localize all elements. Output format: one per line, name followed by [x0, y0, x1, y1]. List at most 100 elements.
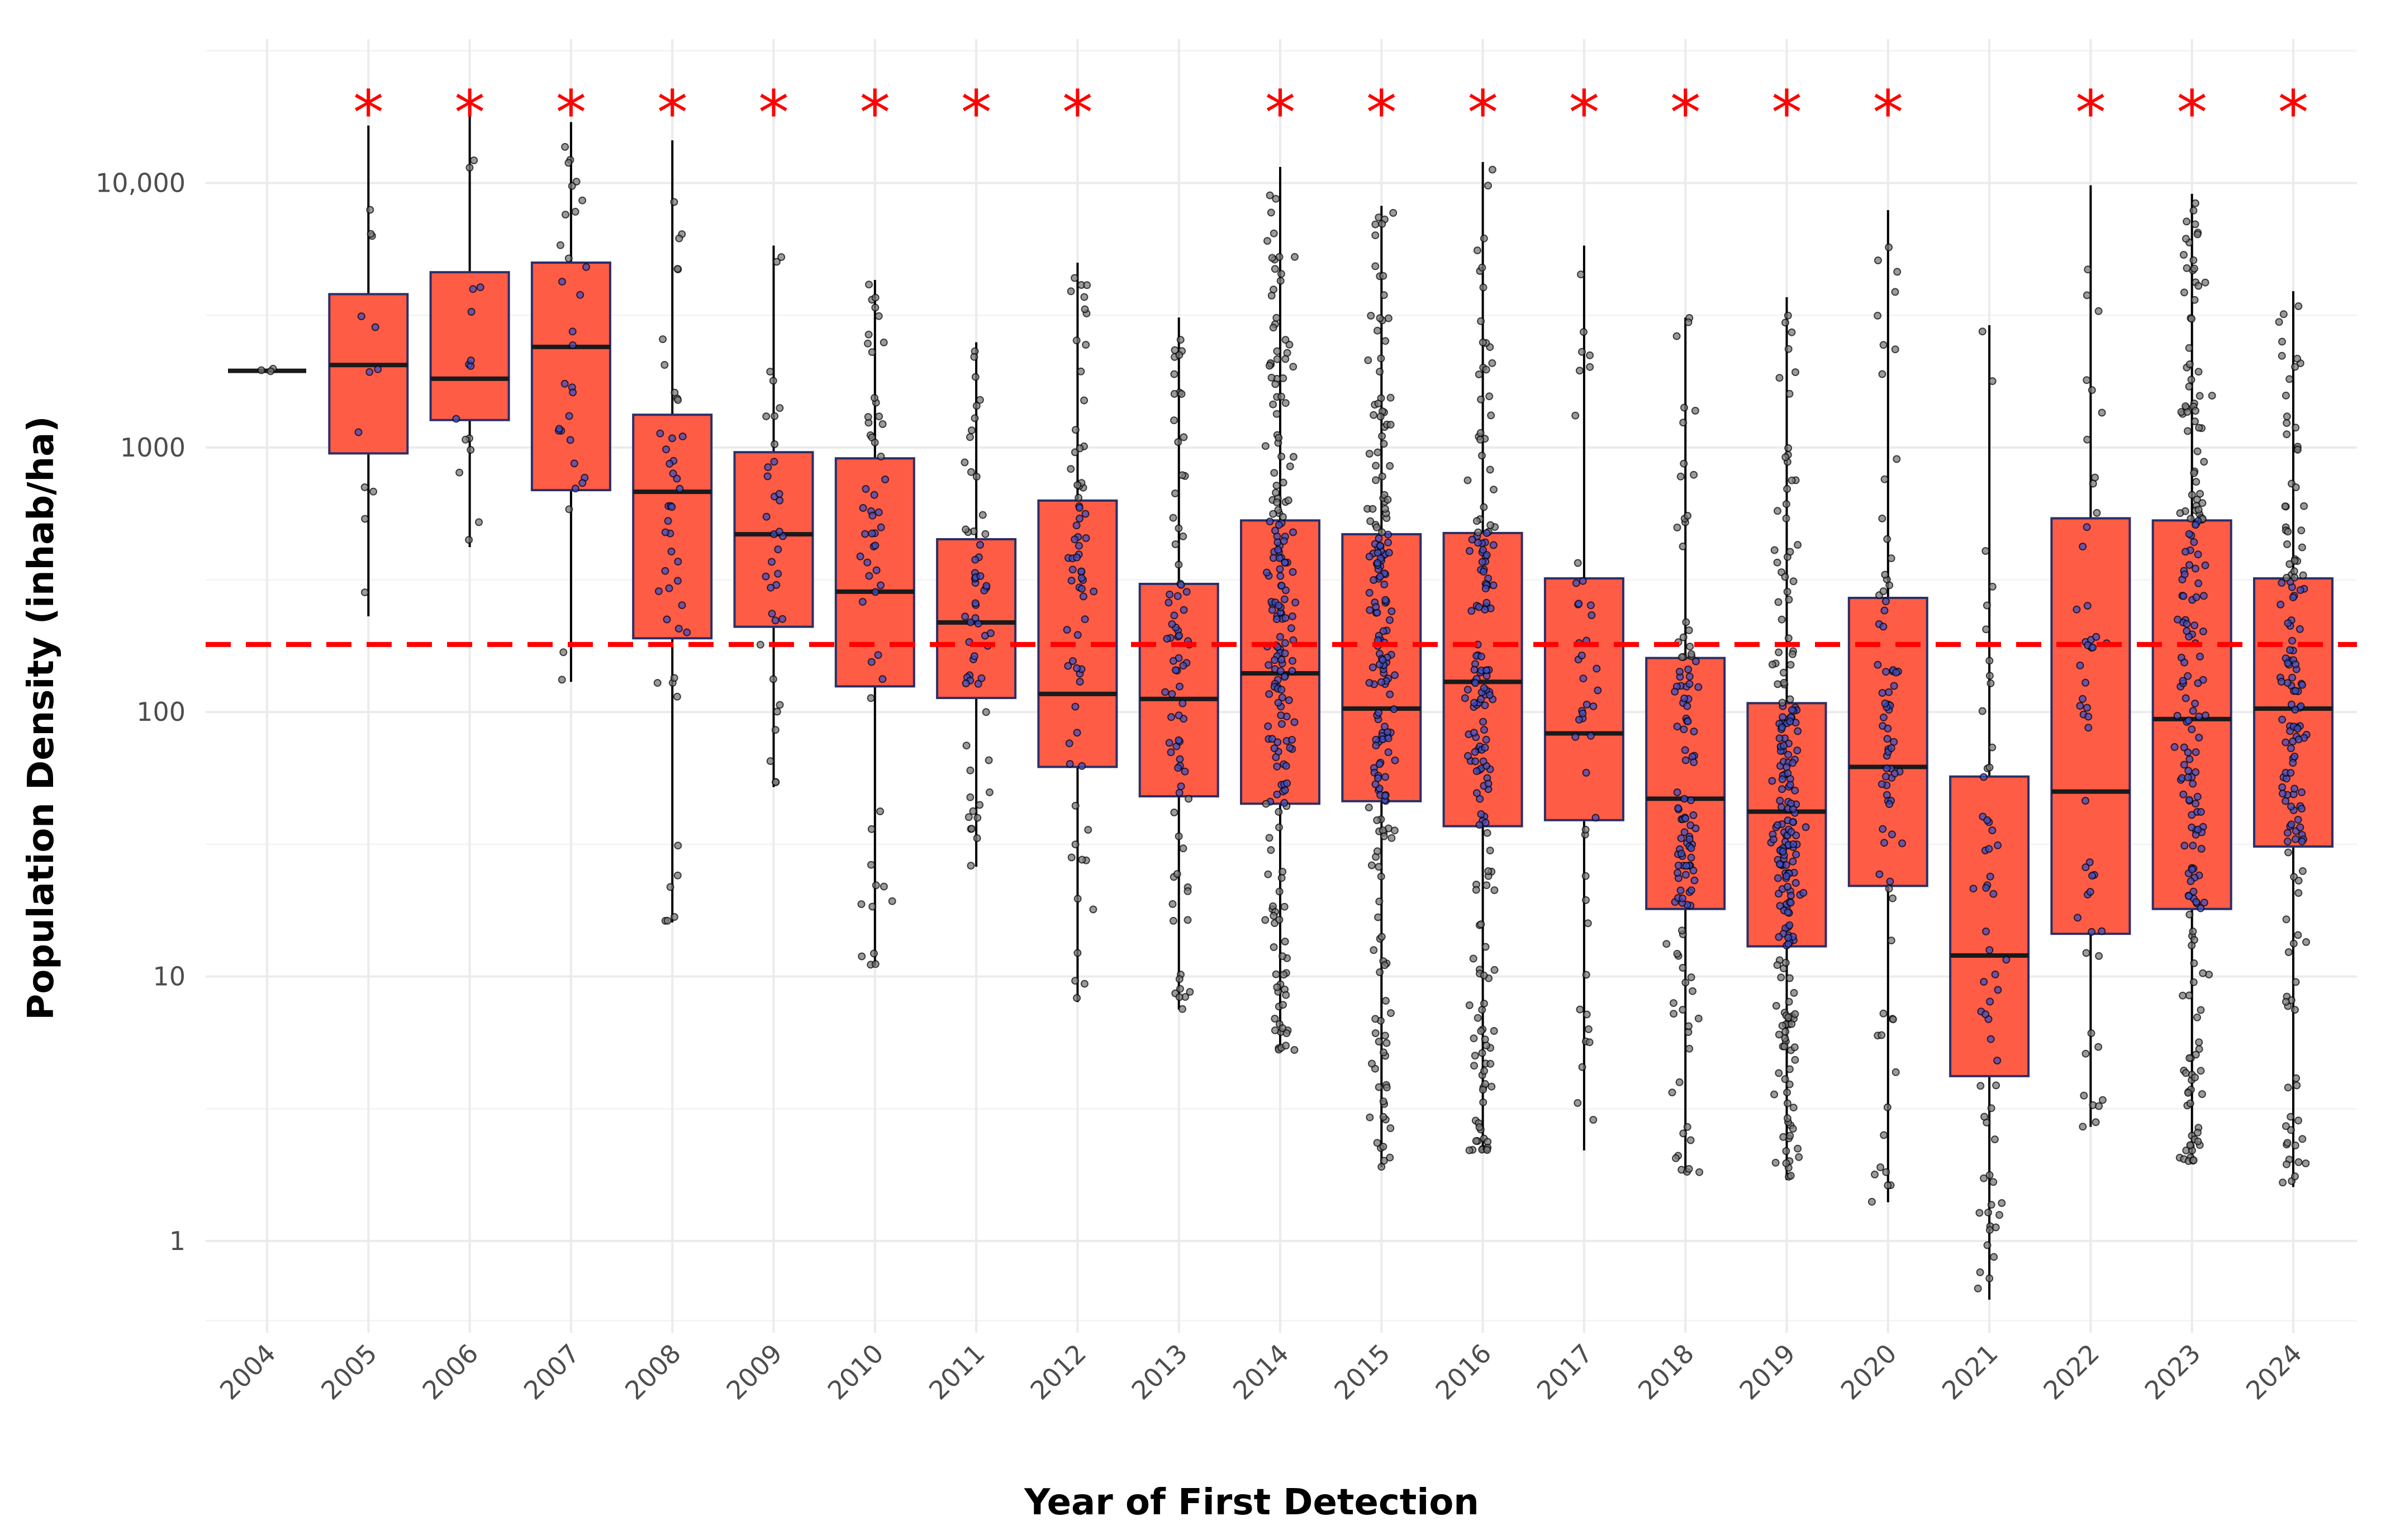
data-point — [1280, 971, 1288, 979]
data-point — [1785, 389, 1794, 398]
data-point — [1778, 803, 1785, 811]
data-point — [1477, 395, 1485, 403]
data-point — [1778, 615, 1786, 624]
data-point — [771, 440, 779, 448]
data-point — [568, 327, 577, 336]
data-point — [1288, 667, 1296, 675]
data-point — [1384, 314, 1393, 322]
data-point — [1781, 1075, 1789, 1083]
data-point — [2184, 748, 2192, 757]
data-point — [1787, 828, 1795, 836]
data-point — [1992, 1081, 2000, 1090]
data-point — [2093, 508, 2101, 517]
data-point — [1291, 598, 1300, 607]
data-point — [1575, 715, 1583, 724]
data-point — [1591, 814, 1600, 822]
data-point — [2192, 898, 2201, 906]
data-point — [1777, 973, 1785, 982]
data-point — [1472, 767, 1481, 775]
data-point — [562, 211, 569, 219]
data-point — [1774, 680, 1782, 688]
data-point — [2282, 797, 2290, 805]
data-point — [571, 484, 579, 493]
data-point — [1781, 453, 1790, 462]
data-point — [1990, 1253, 1998, 1261]
data-point — [1691, 824, 1700, 833]
data-point — [1775, 1030, 1783, 1039]
data-point — [1571, 411, 1580, 420]
data-point — [2298, 837, 2306, 845]
data-point — [1680, 828, 1689, 836]
data-point — [1465, 1001, 1474, 1009]
data-point — [2195, 734, 2203, 742]
data-point — [1277, 711, 1285, 720]
data-point — [1867, 1197, 1876, 1206]
data-point — [1081, 615, 1089, 624]
data-point — [2098, 1096, 2107, 1104]
data-point — [1486, 847, 1494, 855]
data-point — [2195, 1045, 2203, 1053]
data-point — [1184, 916, 1192, 924]
data-point — [469, 285, 477, 293]
significance-star: * — [555, 77, 586, 149]
data-point — [2194, 368, 2203, 376]
data-point — [566, 436, 574, 444]
significance-star: * — [859, 77, 890, 149]
data-point — [2188, 811, 2196, 819]
data-point — [1380, 440, 1388, 448]
y-axis-title: Population Density (inhab/ha) — [21, 416, 62, 1020]
data-point — [1886, 877, 1894, 886]
data-point — [1779, 1133, 1788, 1141]
data-point — [2198, 499, 2207, 507]
data-point — [1674, 869, 1682, 877]
data-point — [2180, 570, 2189, 578]
data-point — [2083, 602, 2092, 610]
data-point — [678, 601, 686, 610]
data-point — [1373, 847, 1381, 855]
data-point — [1374, 448, 1382, 457]
data-point — [2185, 910, 2194, 919]
data-point — [1782, 872, 1790, 880]
data-point — [774, 545, 782, 554]
data-point — [1980, 773, 1988, 781]
data-point — [1978, 707, 1986, 715]
data-point — [1684, 666, 1693, 673]
data-point — [1982, 883, 1990, 892]
data-point — [569, 341, 577, 349]
data-point — [1477, 920, 1485, 929]
data-point — [1272, 970, 1280, 978]
data-point — [1080, 293, 1089, 301]
data-point — [1371, 220, 1380, 229]
data-point — [467, 308, 476, 316]
data-point — [1265, 834, 1273, 842]
data-point — [1277, 582, 1286, 590]
data-point — [683, 628, 691, 636]
data-point — [967, 426, 976, 435]
data-point — [2282, 1122, 2290, 1130]
data-point — [1374, 774, 1382, 782]
box — [1543, 577, 1624, 821]
data-point — [1282, 1042, 1290, 1050]
data-point — [1481, 701, 1489, 710]
data-point — [972, 402, 981, 410]
data-point — [1681, 871, 1690, 879]
data-point — [2194, 825, 2202, 834]
data-point — [1487, 1082, 1496, 1091]
data-point — [462, 435, 470, 444]
data-point — [1271, 1026, 1279, 1034]
data-point — [1366, 606, 1374, 614]
data-point — [1372, 523, 1381, 531]
data-point — [1574, 559, 1582, 567]
data-point — [1795, 1153, 1803, 1161]
data-point — [1483, 829, 1491, 837]
data-point — [1589, 702, 1598, 710]
data-point — [1281, 938, 1289, 945]
data-point — [2184, 767, 2193, 775]
data-point — [1575, 367, 1584, 375]
data-point — [2186, 1141, 2194, 1149]
data-point — [1680, 795, 1689, 803]
data-point — [564, 254, 573, 263]
data-point — [1479, 1098, 1487, 1106]
data-point — [568, 182, 576, 190]
data-point — [1782, 514, 1790, 522]
